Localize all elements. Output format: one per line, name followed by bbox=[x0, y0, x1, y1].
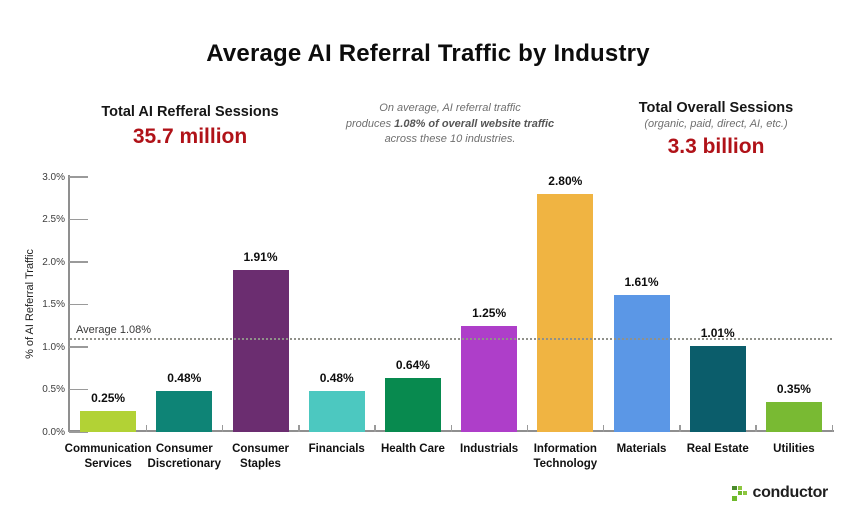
stat-total-overall-sessions: Total Overall Sessions (organic, paid, d… bbox=[610, 100, 822, 159]
bar-value-label: 2.80% bbox=[548, 174, 583, 188]
y-tick-label: 0.5% bbox=[42, 384, 65, 395]
bar bbox=[765, 402, 822, 432]
x-axis-label: Industrials bbox=[460, 443, 519, 455]
category-cell: 0.25% Communication Services bbox=[65, 177, 152, 470]
x-axis-label: Real Estate bbox=[686, 443, 749, 455]
bar bbox=[156, 391, 213, 432]
category-cell: 1.25% Industrials bbox=[451, 177, 529, 455]
bar-value-label: 1.01% bbox=[700, 326, 735, 341]
y-tick: 3.0% bbox=[42, 171, 88, 183]
y-tick-mark bbox=[69, 176, 88, 178]
bar-value-label: 1.61% bbox=[624, 275, 659, 290]
stat-label: Total AI Refferal Sessions bbox=[101, 104, 279, 120]
y-axis-line bbox=[68, 175, 70, 432]
y-tick-label: 1.5% bbox=[42, 299, 65, 310]
x-axis-label: Consumer Staples bbox=[232, 443, 289, 470]
x-axis-label: Materials bbox=[616, 443, 667, 455]
bar-value-label: 0.64% bbox=[395, 357, 430, 372]
y-tick: 0.5% bbox=[42, 384, 88, 396]
category-cell: 1.91% Consumer Staples bbox=[222, 177, 300, 470]
bar bbox=[537, 194, 594, 432]
bar bbox=[384, 377, 441, 432]
bar-value-label: 0.25% bbox=[91, 390, 126, 405]
y-tick-mark bbox=[69, 346, 88, 348]
category-cell: 0.48% Financials bbox=[299, 177, 376, 455]
category-cell: 0.48% Consumer Discretionary bbox=[146, 177, 224, 470]
x-tick-mark bbox=[374, 425, 376, 432]
y-axis-ticks: 0.0% 0.5% 1.0% 1.5% 2.0% 2.5% 3.0% bbox=[0, 172, 88, 438]
y-tick-label: 1.0% bbox=[42, 341, 65, 353]
bar-value-label: 1.25% bbox=[472, 305, 507, 320]
x-tick-mark bbox=[602, 425, 605, 432]
x-tick-mark bbox=[831, 425, 834, 432]
y-tick: 2.0% bbox=[42, 256, 88, 268]
x-tick-mark bbox=[526, 425, 529, 432]
y-tick-label: 2.0% bbox=[42, 256, 65, 268]
y-tick: 1.0% bbox=[42, 341, 88, 353]
x-tick-mark bbox=[450, 425, 453, 432]
x-axis-label: Information Technology bbox=[533, 443, 598, 470]
category-cell: 0.64% Health Care bbox=[375, 177, 453, 455]
x-axis-label: Financials bbox=[308, 443, 365, 455]
bar-value-label: 0.48% bbox=[319, 371, 354, 386]
bar bbox=[80, 410, 137, 432]
x-axis-label: Consumer Discretionary bbox=[147, 443, 222, 470]
y-tick-label: 0.0% bbox=[42, 426, 65, 438]
stat-sublabel: (organic, paid, direct, AI, etc.) bbox=[644, 118, 788, 130]
conductor-logo-icon bbox=[732, 485, 748, 501]
x-axis-label: Health Care bbox=[380, 443, 445, 455]
average-line-label: Average 1.08% bbox=[76, 324, 152, 337]
stat-value: 3.3 billion bbox=[667, 135, 765, 158]
y-tick-mark bbox=[69, 261, 88, 263]
bar-value-label: 1.91% bbox=[243, 249, 278, 264]
bar-value-label: 0.48% bbox=[167, 371, 202, 386]
plot-area: 0.25% Communication Services 0.48% Consumer D… bbox=[65, 174, 834, 470]
x-tick-mark bbox=[221, 425, 224, 432]
average-note: On average, AI referral traffic produces… bbox=[343, 101, 557, 148]
category-cell: 2.80% Information Technology bbox=[527, 174, 605, 470]
y-tick-mark bbox=[69, 218, 88, 221]
bar-value-label: 0.35% bbox=[776, 382, 811, 397]
x-tick-mark bbox=[755, 425, 757, 432]
y-tick-mark bbox=[69, 388, 88, 391]
x-tick-mark bbox=[298, 425, 300, 432]
bar bbox=[613, 295, 670, 432]
bar bbox=[308, 391, 365, 432]
conductor-logo: conductor bbox=[732, 484, 828, 502]
note-line1: On average, AI referral traffic bbox=[379, 102, 521, 114]
x-tick-mark bbox=[145, 425, 148, 432]
y-tick-mark bbox=[69, 431, 88, 433]
stat-total-ai-referral-sessions: Total AI Refferal Sessions 35.7 million bbox=[85, 104, 295, 149]
note-bold: 1.08% of overall website traffic bbox=[394, 117, 555, 130]
chart-title: Average AI Referral Traffic by Industry bbox=[206, 40, 650, 67]
category-cell: 1.61% Materials bbox=[603, 177, 681, 455]
x-tick-mark bbox=[679, 425, 681, 432]
y-tick: 2.5% bbox=[42, 214, 88, 226]
y-tick-label: 3.0% bbox=[42, 171, 65, 183]
note-post: across these 10 industries. bbox=[384, 133, 516, 146]
conductor-logo-text: conductor bbox=[752, 484, 828, 501]
bar bbox=[232, 269, 289, 432]
stat-value: 35.7 million bbox=[132, 125, 248, 148]
y-tick: 1.5% bbox=[42, 299, 88, 311]
category-cell: 1.01% Real Estate bbox=[680, 177, 757, 455]
stat-label: Total Overall Sessions bbox=[638, 100, 794, 116]
y-tick-mark bbox=[69, 303, 88, 306]
bar bbox=[461, 325, 518, 432]
y-tick-label: 2.5% bbox=[42, 214, 65, 225]
average-line bbox=[70, 338, 832, 341]
x-axis-label: Communication Services bbox=[64, 443, 152, 470]
bar bbox=[689, 346, 746, 432]
x-axis-label: Utilities bbox=[773, 443, 815, 455]
note-pre: produces bbox=[345, 117, 395, 130]
category-cell: 0.35% Utilities bbox=[756, 177, 834, 455]
y-tick: 0.0% bbox=[42, 426, 88, 438]
